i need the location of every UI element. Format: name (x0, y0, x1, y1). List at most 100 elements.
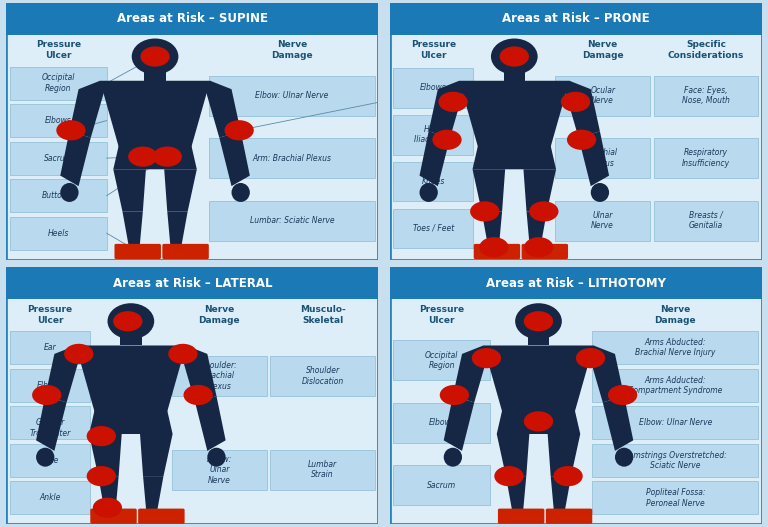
Polygon shape (419, 131, 450, 186)
Text: Heels: Heels (48, 229, 69, 238)
Text: Knees: Knees (422, 177, 445, 186)
FancyBboxPatch shape (393, 209, 473, 248)
Polygon shape (140, 434, 173, 476)
Text: Lumbar
Strain: Lumbar Strain (308, 460, 337, 480)
Polygon shape (527, 211, 547, 245)
Text: Face: Eyes,
Nose, Mouth: Face: Eyes, Nose, Mouth (682, 86, 730, 105)
FancyBboxPatch shape (393, 162, 473, 201)
FancyBboxPatch shape (592, 331, 758, 364)
Polygon shape (69, 81, 106, 138)
Text: Nerve
Damage: Nerve Damage (271, 41, 313, 60)
FancyBboxPatch shape (474, 244, 520, 259)
Ellipse shape (515, 303, 562, 339)
Circle shape (153, 147, 182, 167)
Polygon shape (98, 476, 118, 510)
FancyBboxPatch shape (114, 244, 161, 259)
Text: Nerve
Damage: Nerve Damage (654, 305, 696, 325)
Circle shape (495, 466, 524, 486)
Polygon shape (167, 211, 187, 245)
FancyBboxPatch shape (504, 62, 525, 81)
Text: Respiratory
Insufficiency: Respiratory Insufficiency (682, 149, 730, 168)
Text: Occipital
Region: Occipital Region (425, 350, 458, 370)
Circle shape (500, 46, 529, 66)
FancyBboxPatch shape (10, 66, 107, 100)
Polygon shape (36, 396, 67, 451)
Ellipse shape (231, 183, 250, 202)
Circle shape (65, 344, 94, 364)
Circle shape (479, 237, 508, 257)
Text: Buttocks: Buttocks (41, 191, 75, 200)
Circle shape (608, 385, 637, 405)
Text: Elbows: Elbows (429, 418, 455, 427)
Text: Hamstrings Overstretched:
Sciatic Nerve: Hamstrings Overstretched: Sciatic Nerve (624, 451, 727, 470)
FancyBboxPatch shape (10, 217, 107, 250)
Polygon shape (204, 81, 240, 138)
Text: Areas at Risk – LATERAL: Areas at Risk – LATERAL (113, 277, 272, 290)
Ellipse shape (591, 183, 609, 202)
Polygon shape (524, 169, 556, 211)
Circle shape (440, 385, 469, 405)
Circle shape (184, 385, 213, 405)
Text: Arm: Brachial Plexus: Arm: Brachial Plexus (253, 154, 331, 163)
Ellipse shape (36, 448, 55, 467)
Polygon shape (114, 169, 146, 211)
Polygon shape (143, 476, 164, 510)
Polygon shape (180, 346, 217, 403)
Text: Pressure
Ulcer: Pressure Ulcer (419, 305, 465, 325)
FancyBboxPatch shape (10, 444, 90, 477)
Text: Ocular
Nerve: Ocular Nerve (591, 86, 615, 105)
Text: Shoulder
Dislocation: Shoulder Dislocation (302, 366, 344, 386)
FancyBboxPatch shape (6, 3, 379, 260)
FancyBboxPatch shape (592, 481, 758, 514)
Text: Hips:
Iliac Crest: Hips: Iliac Crest (414, 125, 452, 144)
Circle shape (472, 348, 501, 368)
FancyBboxPatch shape (389, 267, 762, 524)
FancyBboxPatch shape (393, 403, 490, 443)
Text: Areas at Risk – PRONE: Areas at Risk – PRONE (502, 12, 650, 25)
Polygon shape (603, 396, 634, 451)
Ellipse shape (491, 38, 538, 74)
FancyBboxPatch shape (172, 450, 266, 490)
FancyBboxPatch shape (10, 406, 90, 440)
Polygon shape (444, 396, 474, 451)
Text: Arms Adducted:
Compartment Syndrome: Arms Adducted: Compartment Syndrome (628, 376, 723, 395)
FancyBboxPatch shape (10, 331, 90, 364)
Text: Elbows: Elbows (45, 116, 71, 125)
FancyBboxPatch shape (393, 68, 473, 108)
Text: Musculo-
Skeletal: Musculo- Skeletal (300, 305, 346, 325)
Polygon shape (164, 169, 197, 211)
FancyBboxPatch shape (91, 509, 137, 524)
Circle shape (87, 426, 116, 446)
FancyBboxPatch shape (592, 369, 758, 402)
Text: Pressure
Ulcer: Pressure Ulcer (35, 41, 81, 60)
Polygon shape (588, 346, 624, 403)
FancyBboxPatch shape (6, 3, 379, 35)
FancyBboxPatch shape (592, 444, 758, 477)
Text: Popliteal Fossa:
Peroneal Nerve: Popliteal Fossa: Peroneal Nerve (646, 488, 705, 508)
Text: Elbow:
Ulnar
Nerve: Elbow: Ulnar Nerve (207, 455, 232, 485)
FancyBboxPatch shape (555, 76, 650, 115)
FancyBboxPatch shape (654, 201, 758, 241)
FancyBboxPatch shape (209, 201, 375, 241)
Text: Elbow: Ulnar Nerve: Elbow: Ulnar Nerve (255, 91, 329, 100)
Circle shape (168, 344, 197, 364)
Circle shape (576, 348, 605, 368)
Ellipse shape (207, 448, 226, 467)
FancyBboxPatch shape (144, 62, 166, 81)
FancyBboxPatch shape (393, 465, 490, 505)
FancyBboxPatch shape (162, 244, 209, 259)
Circle shape (561, 92, 590, 112)
Text: Occipital
Region: Occipital Region (41, 73, 75, 93)
Polygon shape (548, 434, 581, 476)
Text: Sacrum: Sacrum (427, 481, 456, 490)
Polygon shape (89, 409, 173, 434)
FancyBboxPatch shape (172, 356, 266, 396)
Text: Nerve
Damage: Nerve Damage (198, 305, 240, 325)
Text: Hip:
Greater
Trochanter: Hip: Greater Trochanter (29, 408, 71, 438)
FancyBboxPatch shape (10, 142, 107, 174)
Circle shape (524, 311, 553, 331)
Polygon shape (563, 81, 600, 138)
FancyBboxPatch shape (138, 509, 184, 524)
Polygon shape (100, 81, 210, 148)
FancyBboxPatch shape (10, 104, 107, 137)
